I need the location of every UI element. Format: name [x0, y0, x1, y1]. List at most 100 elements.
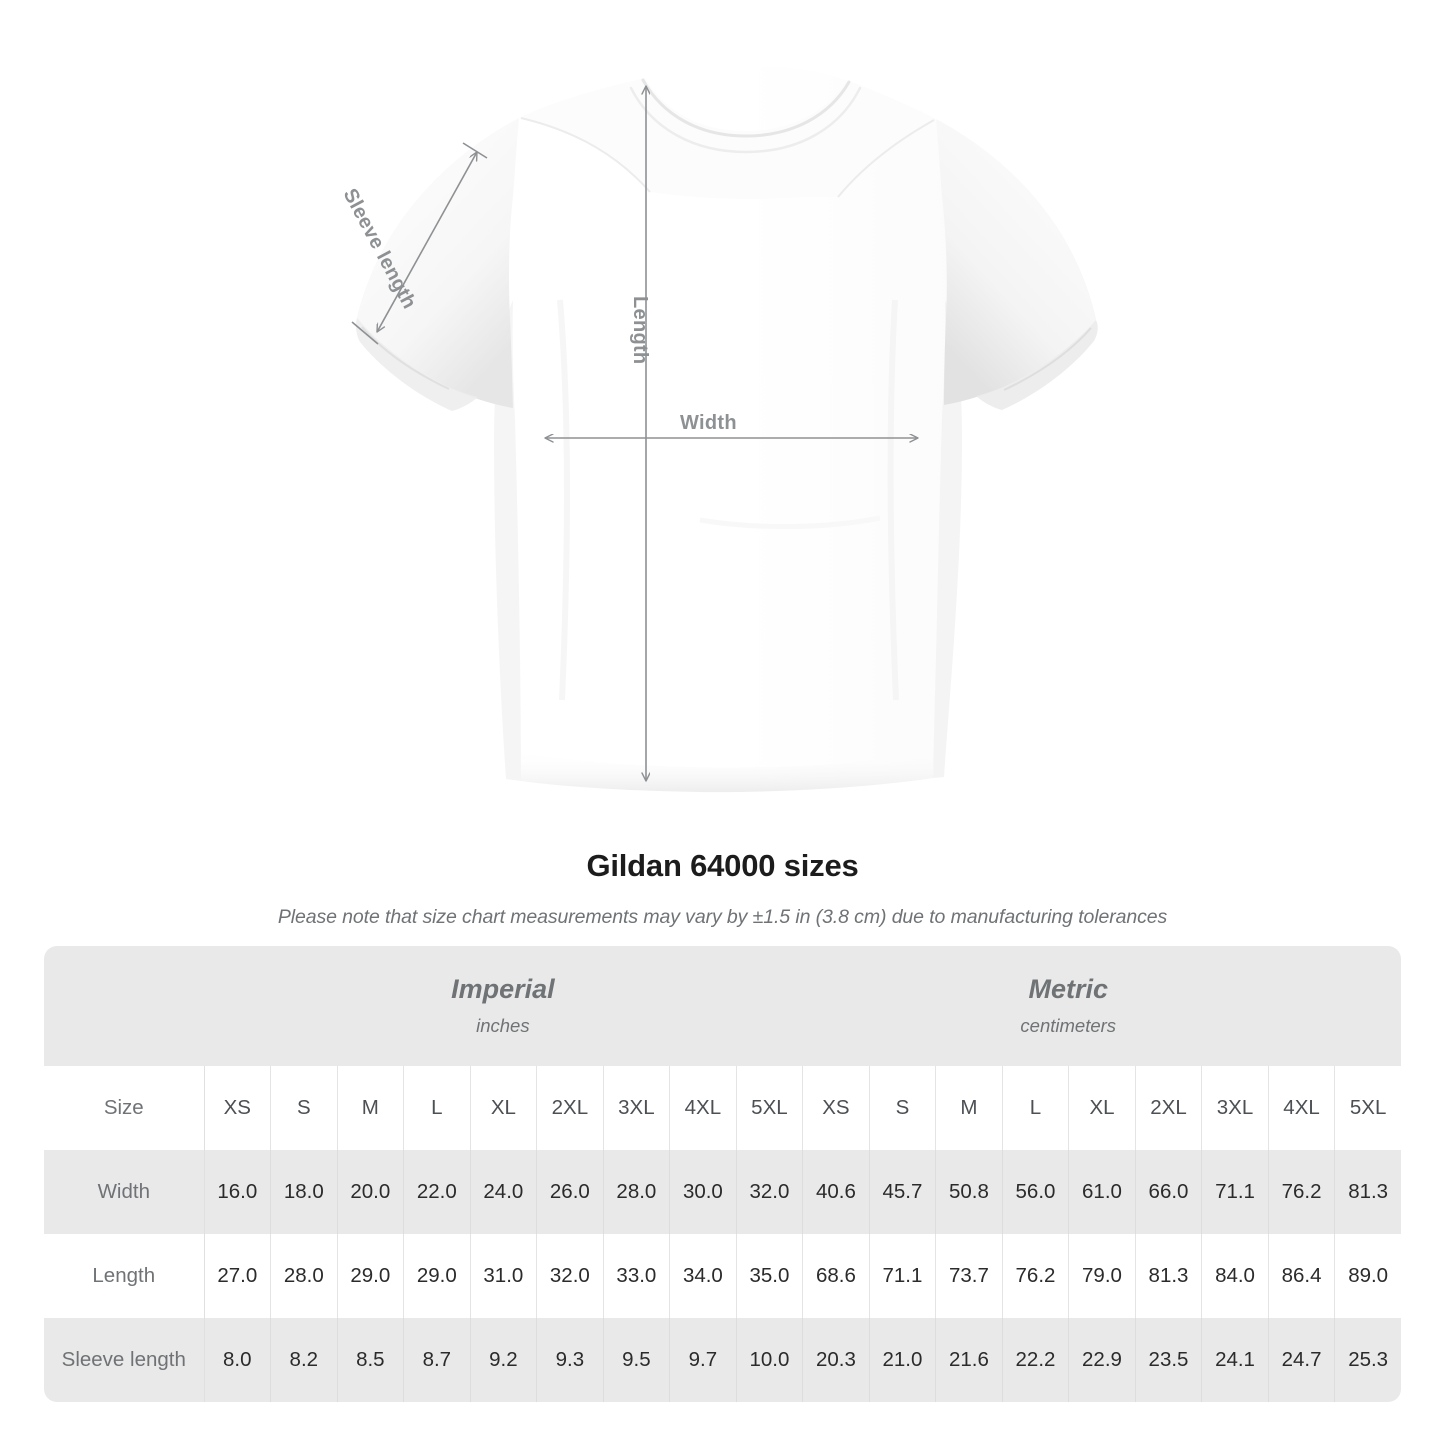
- sleeve-cap-bottom: [351, 321, 379, 345]
- size-header-cell: M: [935, 1066, 1002, 1150]
- size-header-cell: 4XL: [669, 1066, 736, 1150]
- table-cell: 24.1: [1201, 1318, 1268, 1402]
- table-cell: 45.7: [868, 1150, 936, 1234]
- table-cell: 61.0: [1068, 1150, 1135, 1234]
- size-header-cell: 2XL: [1134, 1066, 1202, 1150]
- table-cell: 24.7: [1267, 1318, 1335, 1402]
- size-header-cell: XS: [802, 1066, 869, 1150]
- table-cell: 76.2: [1001, 1234, 1069, 1318]
- size-header-row: Size XS S M L XL 2XL 3XL 4XL 5XL XS S M …: [44, 1066, 1401, 1150]
- unit-group-imperial-label: Imperial: [451, 974, 555, 1005]
- table-cell: 27.0: [203, 1234, 271, 1318]
- table-row: Width 16.0 18.0 20.0 22.0 24.0 26.0 28.0…: [44, 1150, 1401, 1234]
- row-label: Width: [44, 1150, 204, 1234]
- table-cell: 28.0: [270, 1234, 337, 1318]
- table-cell: 9.2: [469, 1318, 537, 1402]
- unit-group-metric: Metric centimeters: [802, 946, 1335, 1066]
- size-table: Imperial inches Metric centimeters Size …: [44, 946, 1401, 1402]
- sleeve-arrow: [377, 152, 477, 332]
- table-cell: 30.0: [669, 1150, 736, 1234]
- table-cell: 29.0: [403, 1234, 470, 1318]
- unit-group-metric-sub: centimeters: [1020, 1014, 1117, 1036]
- table-cell: 20.0: [336, 1150, 404, 1234]
- table-cell: 16.0: [203, 1150, 271, 1234]
- table-cell: 71.1: [868, 1234, 936, 1318]
- table-cell: 8.7: [403, 1318, 470, 1402]
- length-annotation: Length: [629, 296, 651, 365]
- table-cell: 9.5: [602, 1318, 670, 1402]
- table-cell: 28.0: [602, 1150, 670, 1234]
- table-cell: 73.7: [935, 1234, 1002, 1318]
- table-cell: 71.1: [1201, 1150, 1268, 1234]
- table-cell: 89.0: [1334, 1234, 1401, 1318]
- table-cell: 79.0: [1068, 1234, 1135, 1318]
- title-block: Gildan 64000 sizes Please note that size…: [0, 848, 1445, 929]
- size-header-cell: XS: [203, 1066, 271, 1150]
- table-cell: 8.2: [270, 1318, 337, 1402]
- size-header-cell: XL: [1068, 1066, 1135, 1150]
- table-cell: 32.0: [735, 1150, 803, 1234]
- size-header-cell: L: [1001, 1066, 1069, 1150]
- table-cell: 35.0: [735, 1234, 803, 1318]
- table-cell: 8.5: [336, 1318, 404, 1402]
- table-cell: 8.0: [203, 1318, 271, 1402]
- tshirt-illustration: [351, 65, 1098, 793]
- table-cell: 84.0: [1201, 1234, 1268, 1318]
- row-label: Length: [44, 1234, 204, 1318]
- size-header-cell: 2XL: [536, 1066, 603, 1150]
- table-cell: 26.0: [536, 1150, 603, 1234]
- table-cell: 23.5: [1134, 1318, 1202, 1402]
- unit-header-row: Imperial inches Metric centimeters: [44, 946, 1401, 1066]
- table-cell: 10.0: [735, 1318, 803, 1402]
- size-header-cell: XL: [469, 1066, 537, 1150]
- table-cell: 31.0: [469, 1234, 537, 1318]
- row-label: Sleeve length: [44, 1318, 204, 1402]
- table-cell: 66.0: [1134, 1150, 1202, 1234]
- unit-group-imperial-sub: inches: [476, 1014, 530, 1036]
- size-header-cell: S: [868, 1066, 936, 1150]
- width-annotation: Width: [680, 412, 737, 434]
- page-subtitle: Please note that size chart measurements…: [277, 906, 1168, 928]
- table-cell: 24.0: [469, 1150, 537, 1234]
- table-row: Sleeve length 8.0 8.2 8.5 8.7 9.2 9.3 9.…: [44, 1318, 1401, 1402]
- table-cell: 18.0: [270, 1150, 337, 1234]
- dimension-lines: [351, 86, 918, 781]
- table-cell: 81.3: [1134, 1234, 1202, 1318]
- table-cell: 22.9: [1068, 1318, 1135, 1402]
- table-cell: 68.6: [802, 1234, 869, 1318]
- table-cell: 81.3: [1334, 1150, 1401, 1234]
- size-header-cell: 3XL: [602, 1066, 670, 1150]
- size-header-cell: 3XL: [1201, 1066, 1268, 1150]
- table-cell: 56.0: [1001, 1150, 1069, 1234]
- size-header-cell: L: [403, 1066, 470, 1150]
- tshirt-diagram: Sleeve length Length Width: [339, 65, 1098, 793]
- table-cell: 29.0: [336, 1234, 404, 1318]
- size-table-container: Imperial inches Metric centimeters Size …: [44, 946, 1401, 1402]
- row-label-header: Size: [44, 1066, 204, 1150]
- page-title: Gildan 64000 sizes: [586, 848, 859, 883]
- size-header-cell: 5XL: [735, 1066, 803, 1150]
- table-cell: 9.7: [669, 1318, 736, 1402]
- table-cell: 22.0: [403, 1150, 470, 1234]
- table-cell: 22.2: [1001, 1318, 1069, 1402]
- table-cell: 86.4: [1267, 1234, 1335, 1318]
- table-cell: 76.2: [1267, 1150, 1335, 1234]
- table-cell: 9.3: [536, 1318, 603, 1402]
- table-cell: 21.6: [935, 1318, 1002, 1402]
- sleeve-cap-top: [462, 142, 488, 159]
- unit-group-metric-label: Metric: [1028, 974, 1108, 1005]
- size-header-cell: S: [270, 1066, 337, 1150]
- size-header-cell: M: [336, 1066, 404, 1150]
- table-row: Length 27.0 28.0 29.0 29.0 31.0 32.0 33.…: [44, 1234, 1401, 1318]
- unit-group-imperial: Imperial inches: [203, 946, 803, 1066]
- size-header-cell: 5XL: [1334, 1066, 1401, 1150]
- table-cell: 33.0: [602, 1234, 670, 1318]
- table-cell: 32.0: [536, 1234, 603, 1318]
- unit-header-spacer: [44, 946, 204, 1066]
- table-cell: 50.8: [935, 1150, 1002, 1234]
- table-cell: 21.0: [868, 1318, 936, 1402]
- unit-header-end: [1334, 946, 1401, 1066]
- size-header-cell: 4XL: [1267, 1066, 1335, 1150]
- table-cell: 20.3: [802, 1318, 869, 1402]
